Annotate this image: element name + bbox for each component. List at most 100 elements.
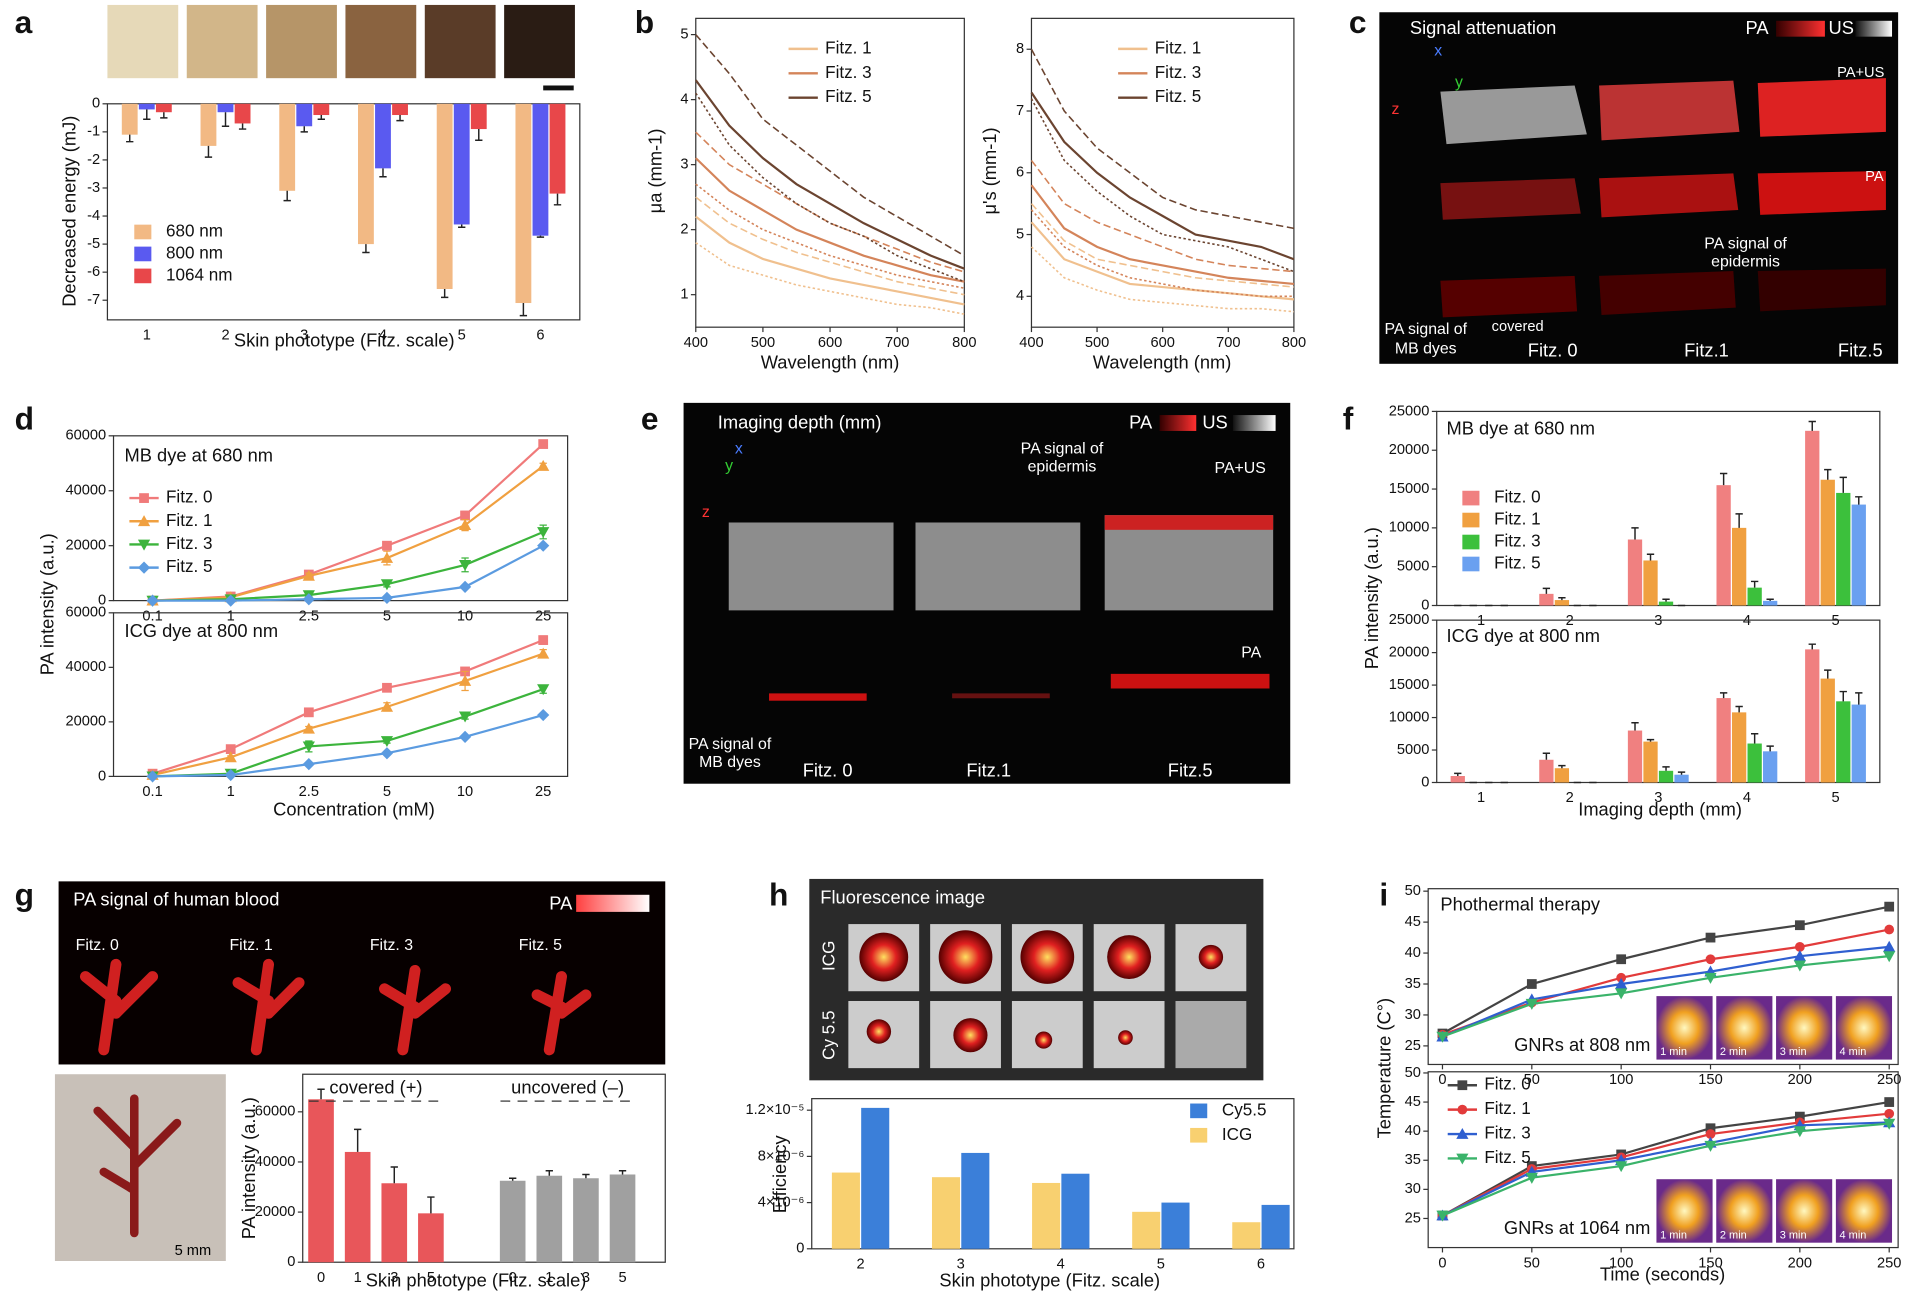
x-tick-label: 2 (1566, 790, 1574, 806)
y-tick-label: 40000 (66, 659, 107, 675)
image-label: Fluorescence image (820, 886, 985, 907)
y-axis-label: PA intensity (a.u.) (37, 533, 58, 675)
y-tick-label: 1 (680, 287, 688, 303)
plot-frame (302, 1073, 666, 1263)
legend-swatch (134, 246, 152, 262)
x-axis-label: Wavelength (nm) (1093, 352, 1232, 373)
y-tick-label: 50 (1405, 1065, 1421, 1081)
marker (458, 518, 472, 530)
legend-swatch (1462, 512, 1480, 528)
error-bar (1855, 692, 1863, 705)
thermal-inset (1656, 1179, 1713, 1243)
y-tick-label: 40000 (255, 1154, 296, 1170)
x-tick-label: 50 (1524, 1255, 1540, 1271)
bar (1032, 1182, 1061, 1249)
x-tick-label: 250 (1877, 1255, 1901, 1271)
y-tick-label: -1 (87, 124, 100, 140)
thermal-inset (1835, 1179, 1893, 1243)
x-tick-label: 600 (818, 335, 842, 351)
x-tick-label: 100 (1609, 1255, 1633, 1271)
bar (138, 103, 155, 110)
error-bar (396, 115, 404, 122)
marker (1436, 1031, 1449, 1043)
y-tick-label: 60000 (66, 428, 107, 444)
legend-label: Fitz. 1 (1484, 1099, 1530, 1118)
x-tick-label: 150 (1698, 1255, 1722, 1271)
x-tick-label: 4 (1743, 790, 1751, 806)
legend-label: Fitz. 5 (825, 87, 872, 106)
x-tick-label: 10 (457, 608, 473, 624)
bar (1643, 560, 1658, 606)
bar (1554, 768, 1570, 783)
x-tick-label: 500 (1085, 335, 1109, 351)
image-label: Fitz.1 (966, 759, 1011, 780)
bar (1747, 743, 1762, 783)
y-tick-label: 35 (1405, 1152, 1421, 1168)
x-axis-label: Imaging depth (mm) (1578, 798, 1742, 819)
bar (861, 1107, 890, 1249)
line (1030, 184, 1295, 286)
marker (1457, 1080, 1468, 1091)
marker (537, 684, 550, 696)
x-tick-label: 400 (1019, 335, 1043, 351)
marker (458, 580, 472, 593)
error-bar (1662, 598, 1670, 602)
legend-label: 1064 nm (166, 265, 232, 284)
image-label: Fitz. 5 (519, 937, 562, 954)
y-axis-label: PA intensity (a.u.) (238, 1097, 259, 1239)
marker (1704, 1140, 1717, 1152)
line (1442, 928, 1890, 1036)
x-tick-label: 0 (317, 1270, 325, 1286)
x-tick-label: 250 (1877, 1072, 1901, 1088)
bar (1658, 601, 1674, 606)
image-label: US (1829, 17, 1854, 38)
x-tick-label: 1 (227, 608, 235, 624)
error-bar (553, 193, 562, 206)
error-bar (1719, 472, 1728, 486)
image-label: MB dyes (699, 754, 761, 771)
image-e (683, 402, 1291, 784)
bar (1820, 678, 1835, 783)
image-label: PA+US (1215, 460, 1266, 477)
marker (1615, 988, 1628, 1000)
line (152, 544, 544, 602)
image-label: covered (1492, 319, 1544, 335)
y-tick-label: 50 (1405, 883, 1421, 899)
legend-label: Fitz. 5 (166, 557, 212, 576)
plot-frame (112, 435, 569, 602)
legend-label: Fitz. 3 (825, 63, 872, 82)
x-tick-label: 1 (227, 784, 235, 800)
panel-letter: h (769, 877, 788, 913)
y-tick-label: -5 (87, 236, 100, 252)
line (152, 465, 544, 602)
bar (234, 103, 251, 124)
error-bar (1631, 722, 1639, 731)
inset-label: 4 min (1840, 1229, 1867, 1241)
error-bar (1839, 690, 1847, 702)
error-bar (545, 1169, 553, 1176)
image-label: z (1392, 101, 1400, 118)
bar (121, 103, 138, 135)
group-label: covered (+) (329, 1077, 422, 1098)
x-tick-label: 600 (1150, 335, 1174, 351)
marker (1615, 1161, 1628, 1173)
error-bar (1558, 597, 1566, 601)
x-tick-label: 2 (1566, 613, 1574, 629)
legend-label: Fitz. 1 (166, 511, 212, 530)
line (1441, 1100, 1890, 1217)
marker (137, 515, 151, 527)
line (695, 157, 965, 283)
thermal-inset (1776, 1179, 1833, 1243)
error-bar (1542, 587, 1551, 594)
bar (470, 103, 487, 130)
y-tick-label: -2 (87, 152, 100, 168)
band-edge (1030, 246, 1294, 313)
group-label: uncovered (–) (511, 1077, 624, 1098)
image-label: PA signal of human blood (73, 889, 279, 910)
line (152, 639, 544, 775)
plot-frame (1427, 888, 1899, 1066)
band-edge (1030, 98, 1295, 273)
error-bar (362, 244, 370, 254)
bar (1261, 1204, 1290, 1249)
bar (961, 1152, 990, 1249)
